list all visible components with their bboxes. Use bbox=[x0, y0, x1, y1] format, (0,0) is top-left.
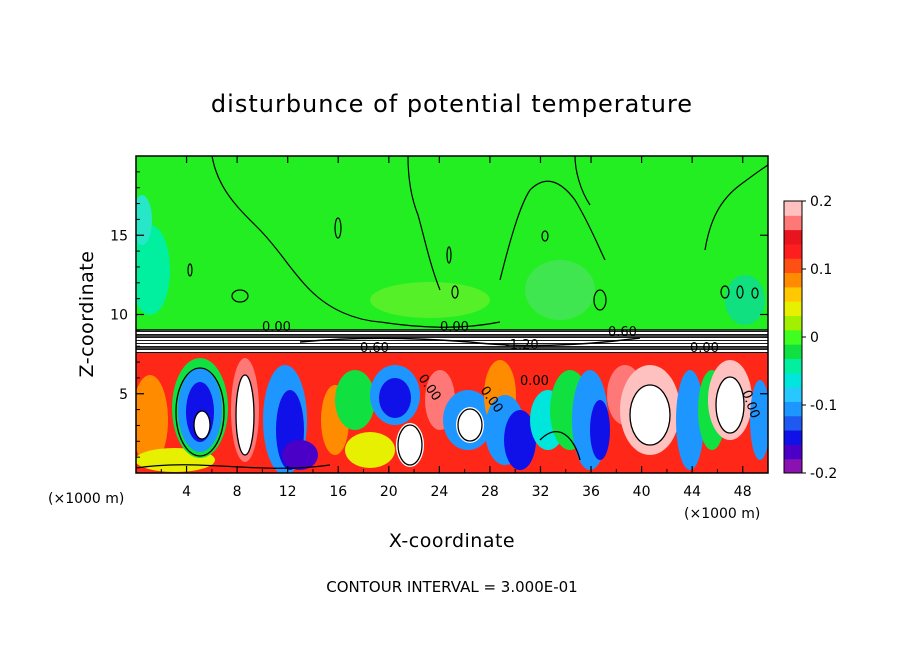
lower-contour-lines bbox=[136, 367, 745, 469]
colorbar-swatch bbox=[784, 329, 802, 345]
contour-label: 0.00 bbox=[690, 341, 719, 356]
colorbar-swatch bbox=[784, 301, 802, 317]
colorbar-swatch bbox=[784, 201, 802, 216]
colorbar-tick-label: 0 bbox=[810, 330, 819, 346]
contour-label: 0.00 bbox=[520, 374, 549, 389]
contour-label: -1.20 bbox=[505, 338, 539, 353]
x-tick-label: 48 bbox=[734, 484, 752, 500]
colorbar-tick-label: -0.2 bbox=[810, 466, 837, 482]
colorbar-swatch bbox=[784, 286, 802, 302]
x-tick-label: 40 bbox=[633, 484, 651, 500]
colorbar-swatch bbox=[784, 387, 802, 402]
chart-title: disturbunce of potential temperature bbox=[211, 90, 693, 118]
x-tick-label: 28 bbox=[481, 484, 499, 500]
colorbar-swatch bbox=[784, 272, 802, 288]
contour-label: 0.00 bbox=[440, 320, 469, 335]
colorbar-swatch bbox=[784, 415, 802, 431]
dense-contour-band bbox=[136, 330, 768, 354]
x-tick-label: 12 bbox=[279, 484, 297, 500]
contour-interval-text: CONTOUR INTERVAL = 3.000E-01 bbox=[326, 578, 577, 596]
upper-cyan-patch bbox=[725, 275, 765, 325]
colorbar-swatch bbox=[784, 444, 802, 460]
x-axis-ticks: 4 8 12 16 20 24 28 32 36 40 44 48 bbox=[160, 156, 752, 500]
colorbar-swatch bbox=[784, 258, 802, 274]
x-tick-label: 36 bbox=[582, 484, 600, 500]
upper-green-patch bbox=[525, 260, 595, 320]
colorbar-swatch bbox=[784, 315, 802, 331]
colorbar-swatch bbox=[784, 215, 802, 231]
upper-green-patch bbox=[370, 282, 490, 318]
x-tick-label: 44 bbox=[683, 484, 701, 500]
x-tick-label: 24 bbox=[430, 484, 448, 500]
colorbar-tick-label: 0.2 bbox=[810, 194, 832, 210]
colorbar-swatch bbox=[784, 401, 802, 417]
x-tick-label: 8 bbox=[233, 484, 242, 500]
y-tick-label: 15 bbox=[110, 228, 128, 244]
contour-label: 0.60 bbox=[360, 341, 389, 356]
contour-label: 0.60 bbox=[608, 325, 637, 340]
x-unit-label: (×1000 m) bbox=[684, 506, 760, 522]
colorbar-swatch bbox=[784, 243, 802, 259]
z-unit-label: (×1000 m) bbox=[48, 491, 124, 507]
x-tick-label: 4 bbox=[182, 484, 191, 500]
colorbar-swatch bbox=[784, 372, 802, 388]
x-tick-label: 20 bbox=[380, 484, 398, 500]
colorbar-tick-label: 0.1 bbox=[810, 262, 832, 278]
upper-cyan-patch bbox=[136, 225, 170, 315]
y-axis-ticks: 5 10 15 bbox=[110, 171, 768, 458]
colorbar-swatch bbox=[784, 430, 802, 445]
x-axis-title: X-coordinate bbox=[389, 530, 515, 552]
x-tick-label: 32 bbox=[532, 484, 550, 500]
y-tick-label: 5 bbox=[119, 387, 128, 403]
colorbar-swatch bbox=[784, 344, 802, 359]
x-tick-label: 16 bbox=[329, 484, 347, 500]
colorbar-swatch bbox=[784, 458, 802, 474]
lower-layer-eddies bbox=[136, 358, 768, 473]
colorbar: 0.2 0.1 0 -0.1 -0.2 bbox=[783, 194, 837, 482]
upper-cyan-patch bbox=[136, 195, 152, 245]
colorbar-tick-label: -0.1 bbox=[810, 398, 837, 414]
heatmap-plot-area bbox=[136, 156, 768, 473]
contour-label: 0.00 bbox=[262, 320, 291, 335]
colorbar-swatch bbox=[784, 358, 802, 374]
y-tick-label: 10 bbox=[110, 308, 128, 324]
y-axis-title: Z-coordinate bbox=[76, 251, 98, 378]
colorbar-swatch bbox=[784, 229, 802, 245]
upper-contour-lines bbox=[187, 156, 768, 328]
